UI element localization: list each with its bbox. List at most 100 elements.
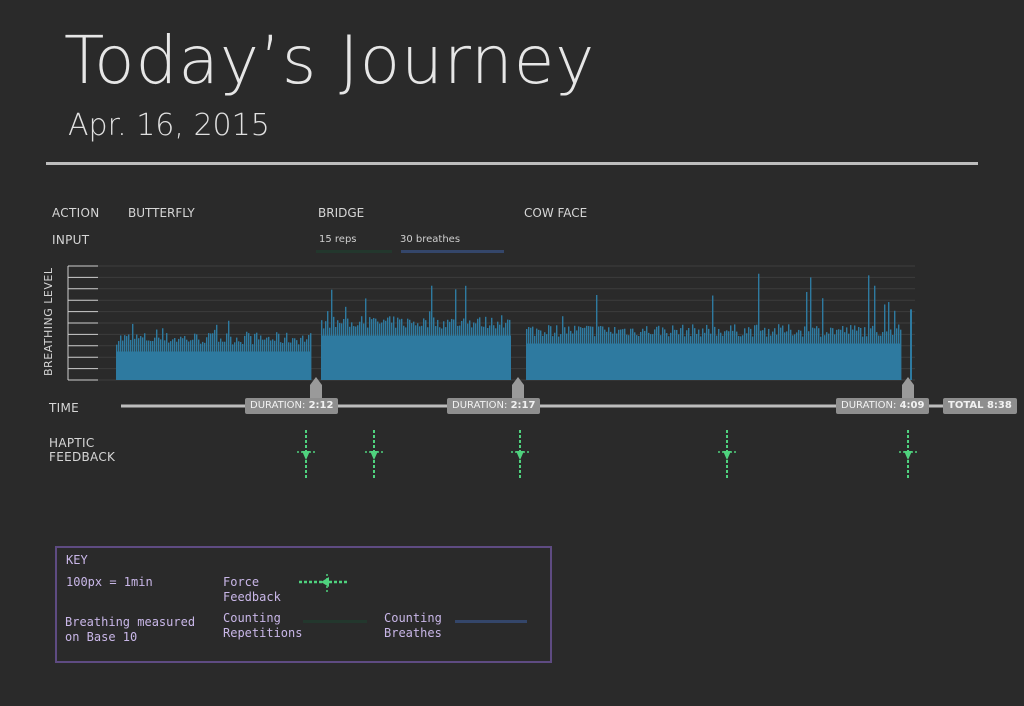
- breathing-bar: [756, 324, 758, 380]
- breathing-bar: [218, 341, 220, 380]
- breathing-bar: [824, 335, 826, 380]
- breathing-bar: [224, 341, 226, 380]
- breathing-bar: [746, 333, 748, 380]
- breathing-bar: [503, 327, 505, 380]
- breathing-bar: [140, 336, 142, 380]
- breathing-bar: [870, 328, 872, 380]
- breathing-bar: [290, 342, 292, 380]
- breathing-bar: [604, 329, 606, 380]
- breathing-bar: [828, 333, 830, 380]
- breathing-bar: [256, 332, 258, 380]
- breathing-bar: [608, 327, 610, 380]
- breathing-bar: [900, 329, 902, 380]
- breathing-bar: [720, 332, 722, 380]
- breathing-bar: [708, 328, 710, 380]
- breathing-bar: [385, 320, 387, 380]
- breathing-bar: [850, 325, 852, 380]
- breathing-bar: [413, 321, 415, 380]
- breathing-bar: [351, 322, 353, 380]
- breathing-bar: [268, 336, 270, 380]
- breathing-bar: [202, 341, 204, 380]
- breathing-bar: [274, 340, 276, 380]
- breathing-bar: [323, 328, 325, 380]
- breathing-bar: [242, 344, 244, 380]
- breathing-bar: [666, 333, 668, 380]
- breathing-bar: [463, 318, 465, 380]
- breathing-bar: [329, 327, 331, 380]
- breathing-bar: [842, 325, 844, 380]
- breathing-bar: [443, 321, 445, 380]
- breathing-bar: [600, 325, 602, 380]
- breathing-bar: [162, 328, 164, 380]
- breathing-bar: [132, 323, 134, 380]
- legend-key: KEY 100px = 1min Force Feedback Breathin…: [55, 546, 552, 663]
- breathing-bar: [534, 335, 536, 380]
- breathing-bar: [606, 331, 608, 380]
- breathing-bar: [150, 340, 152, 380]
- breathing-bar: [190, 340, 192, 380]
- breathing-bar: [638, 336, 640, 380]
- breathing-bar: [415, 325, 417, 380]
- breathing-bar: [507, 319, 509, 380]
- breathing-bar: [636, 335, 638, 380]
- key-scale: 100px = 1min: [66, 575, 153, 589]
- key-force-feedback-label: Force Feedback: [223, 575, 281, 604]
- breathing-bar: [441, 328, 443, 380]
- breathing-bar: [258, 339, 260, 380]
- breathing-bar: [710, 333, 712, 380]
- breathing-bar: [481, 326, 483, 380]
- breathing-bar: [294, 338, 296, 380]
- breathing-bar: [429, 311, 431, 380]
- breathing-bar: [308, 334, 310, 380]
- breathing-bar: [760, 330, 762, 380]
- breathing-bar: [558, 336, 560, 380]
- breathing-bar: [562, 316, 564, 380]
- breathing-bar: [270, 340, 272, 380]
- breathing-bar: [439, 327, 441, 380]
- action-label-butterfly: BUTTERFLY: [128, 206, 195, 220]
- breathing-bar: [437, 319, 439, 380]
- breathing-bar: [411, 323, 413, 380]
- breathing-bar: [292, 338, 294, 380]
- breathing-bar: [160, 339, 162, 380]
- breathing-bar: [296, 340, 298, 380]
- breathing-bar: [566, 333, 568, 380]
- breathing-bar: [120, 335, 122, 380]
- breathing-bar: [228, 320, 230, 380]
- total-pill: TOTAL 8:38: [943, 398, 1017, 414]
- breathing-bar: [882, 332, 884, 380]
- breathing-bar: [278, 333, 280, 380]
- breathing-bar: [152, 340, 154, 380]
- breathing-bar: [552, 336, 554, 380]
- breathing-bar: [780, 327, 782, 380]
- section-marker-1: [310, 377, 322, 398]
- breathing-bar: [800, 330, 802, 380]
- breathing-bar: [280, 342, 282, 380]
- breathing-bar: [744, 328, 746, 380]
- breathing-bar: [570, 330, 572, 380]
- breathing-bar: [493, 325, 495, 380]
- breathing-bar: [136, 334, 138, 380]
- breathing-bar: [200, 343, 202, 380]
- breathing-bar: [718, 328, 720, 380]
- breathing-bar: [664, 329, 666, 380]
- breathing-bar: [399, 319, 401, 380]
- breathing-bar: [483, 326, 485, 380]
- breathing-bar: [670, 332, 672, 380]
- haptic-arrow: [516, 451, 524, 460]
- breathing-bar: [451, 318, 453, 380]
- breathing-bar: [210, 333, 212, 380]
- breathing-bar: [602, 326, 604, 380]
- breathing-bar: [453, 319, 455, 380]
- breathing-bar: [455, 289, 457, 380]
- breathing-bar: [339, 322, 341, 380]
- breathing-bar: [349, 326, 351, 380]
- breathing-bar: [222, 341, 224, 380]
- breathing-bar: [232, 344, 234, 380]
- breathing-bar: [236, 337, 238, 380]
- breathing-bar: [660, 335, 662, 380]
- action-label-bridge: BRIDGE: [318, 206, 365, 220]
- breathing-bar: [646, 326, 648, 380]
- force-feedback-icon: [299, 574, 349, 592]
